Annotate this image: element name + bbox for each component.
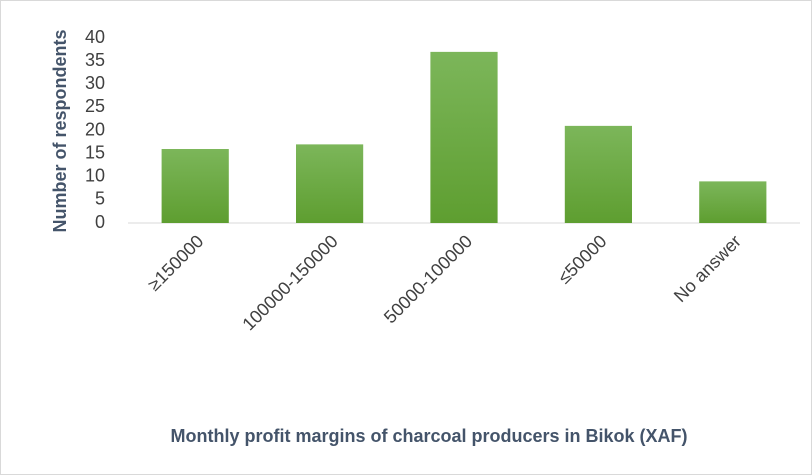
x-tick-label: No answer [670, 231, 745, 306]
bar [430, 51, 498, 223]
y-tick-label: 30 [85, 73, 105, 93]
y-tick-label: 25 [85, 96, 105, 116]
x-tick-label: ≤50000 [554, 231, 611, 288]
y-tick-label: 10 [85, 166, 105, 186]
bar [296, 144, 364, 223]
y-axis-title: Number of respondents [50, 29, 70, 232]
x-tick-label: 100000-150000 [238, 231, 341, 334]
x-tick-label: 50000-100000 [380, 231, 476, 327]
y-tick-label: 0 [95, 212, 105, 232]
y-tick-label: 20 [85, 119, 105, 139]
bar [564, 125, 632, 223]
x-tick-label: ≥150000 [144, 231, 208, 295]
bar [161, 149, 229, 223]
bar [699, 181, 767, 223]
y-tick-label: 5 [95, 189, 105, 209]
x-axis-title: Monthly profit margins of charcoal produ… [170, 426, 688, 446]
y-tick-label: 40 [85, 27, 105, 47]
y-tick-label: 15 [85, 142, 105, 162]
y-tick-label: 35 [85, 50, 105, 70]
